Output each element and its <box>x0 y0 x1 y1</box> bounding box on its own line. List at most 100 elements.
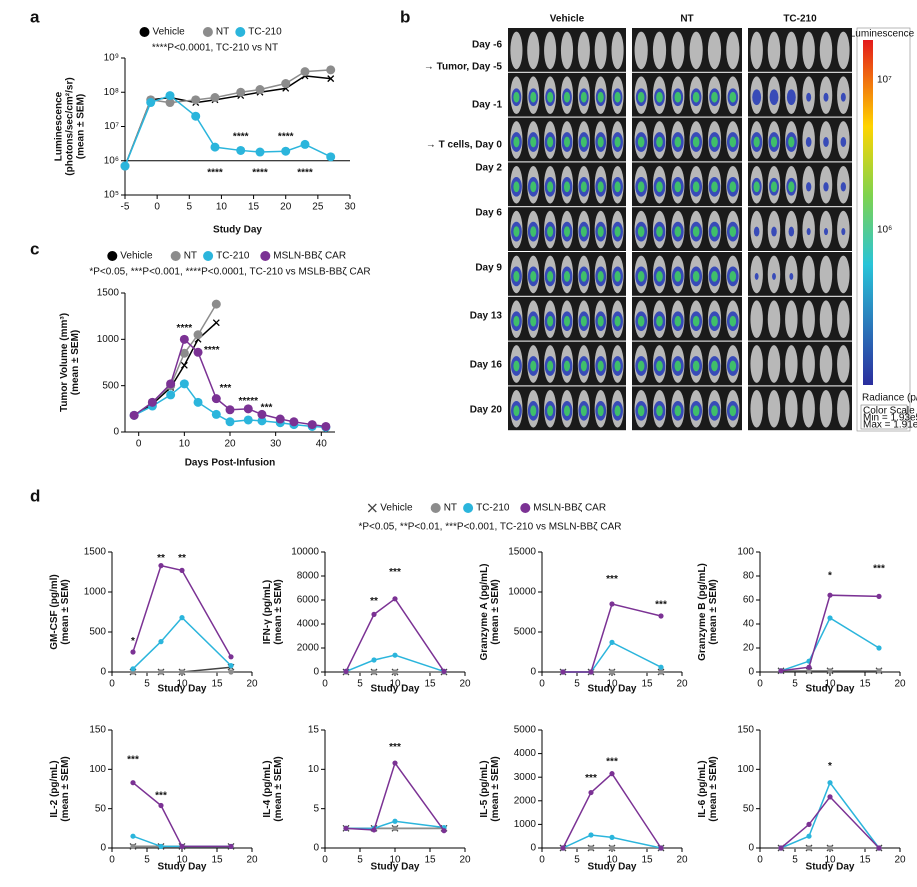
point <box>806 833 812 839</box>
legend-marker <box>235 27 246 37</box>
significance: **** <box>278 131 294 142</box>
signal-core <box>513 226 520 237</box>
point <box>560 845 566 851</box>
signal-core <box>614 136 621 148</box>
y-tick-label: 0 <box>748 843 754 854</box>
x-tick-label: 5 <box>792 855 798 866</box>
series-line <box>562 772 662 849</box>
x-tick-label: 20 <box>224 439 236 450</box>
y-tick-label: 0 <box>748 667 754 678</box>
signal-core <box>656 91 663 103</box>
point <box>609 845 615 851</box>
point <box>228 843 234 850</box>
y-tick-label: 0 <box>113 427 119 438</box>
point <box>225 417 235 427</box>
series-line <box>780 616 880 672</box>
x-tick-label: 20 <box>676 855 688 866</box>
point <box>257 416 267 426</box>
point <box>179 843 185 850</box>
significance: **** <box>207 167 223 178</box>
signal <box>805 136 812 148</box>
legend-label: Vehicle <box>120 251 153 262</box>
y-tick-label: 100 <box>737 547 754 558</box>
mouse <box>819 31 833 70</box>
signal-core <box>674 271 682 282</box>
significance: *** <box>261 403 273 414</box>
point <box>146 98 156 108</box>
x-tick-label: 30 <box>270 439 282 450</box>
point <box>225 405 235 415</box>
panel-label: c <box>30 239 39 258</box>
point <box>211 299 221 309</box>
y-tick-label: 8000 <box>297 571 320 582</box>
y-tick-label: 500 <box>102 380 119 391</box>
point <box>130 833 136 839</box>
significance: **** <box>297 167 313 178</box>
point <box>321 421 331 431</box>
scale-unit: Radiance (p/sec/cm²/sr) <box>862 393 917 404</box>
point <box>191 111 201 121</box>
significance: *** <box>155 791 167 802</box>
signal-core <box>674 315 682 327</box>
legend-marker <box>139 27 150 37</box>
series-line <box>780 781 880 849</box>
y-tick-label: 150 <box>737 725 754 736</box>
mouse <box>527 31 540 70</box>
image-tile <box>748 296 852 341</box>
y-tick-label: 100 <box>737 764 754 775</box>
signal <box>769 89 779 106</box>
significance: * <box>828 761 832 772</box>
point <box>778 845 784 851</box>
signal-core <box>729 226 737 237</box>
x-tick-label: 20 <box>280 202 292 213</box>
series-line <box>563 641 662 673</box>
x-tick-label: 10 <box>176 679 188 690</box>
mouse <box>767 389 781 428</box>
signal-core <box>656 136 663 148</box>
mouse <box>726 31 740 70</box>
point <box>371 611 377 618</box>
y-tick-label: 0 <box>100 667 106 678</box>
mouse <box>750 345 763 383</box>
row-label: Day 20 <box>470 405 503 416</box>
y-tick-label: 0 <box>100 843 106 854</box>
point <box>158 639 164 645</box>
significance: *** <box>873 563 885 574</box>
mouse <box>837 345 850 383</box>
y-axis-label: (photons/sec/cm²/sr) <box>65 77 76 175</box>
point <box>307 420 317 430</box>
signal <box>823 136 829 148</box>
point <box>588 832 594 838</box>
point <box>827 592 833 598</box>
mouse <box>785 345 798 383</box>
signal-core <box>729 271 737 282</box>
signal-core <box>513 405 520 417</box>
mouse <box>802 300 815 339</box>
point <box>392 596 398 602</box>
point <box>609 601 615 607</box>
column-label: TC-210 <box>783 14 817 25</box>
signal-core <box>729 315 737 327</box>
legend-label: NT <box>444 503 457 514</box>
significance: *** <box>389 742 401 753</box>
mouse <box>802 389 815 428</box>
x-tick-label: 15 <box>641 855 653 866</box>
signal-core <box>530 181 537 193</box>
point <box>212 319 220 327</box>
signal-core <box>637 360 645 372</box>
signal-core <box>637 315 645 327</box>
point <box>827 668 833 674</box>
y-axis-label: Luminescence <box>54 91 65 161</box>
x-tick-label: 20 <box>246 679 258 690</box>
x-tick-label: 5 <box>144 679 150 690</box>
mouse <box>837 255 850 294</box>
point <box>257 409 267 419</box>
x-tick-label: 20 <box>459 679 471 690</box>
x-tick-label: 20 <box>676 679 688 690</box>
signal-core <box>770 136 778 148</box>
y-tick-label: 50 <box>743 803 755 814</box>
point <box>371 657 377 663</box>
point <box>609 639 615 646</box>
point <box>343 825 349 831</box>
signal-core <box>547 405 554 417</box>
